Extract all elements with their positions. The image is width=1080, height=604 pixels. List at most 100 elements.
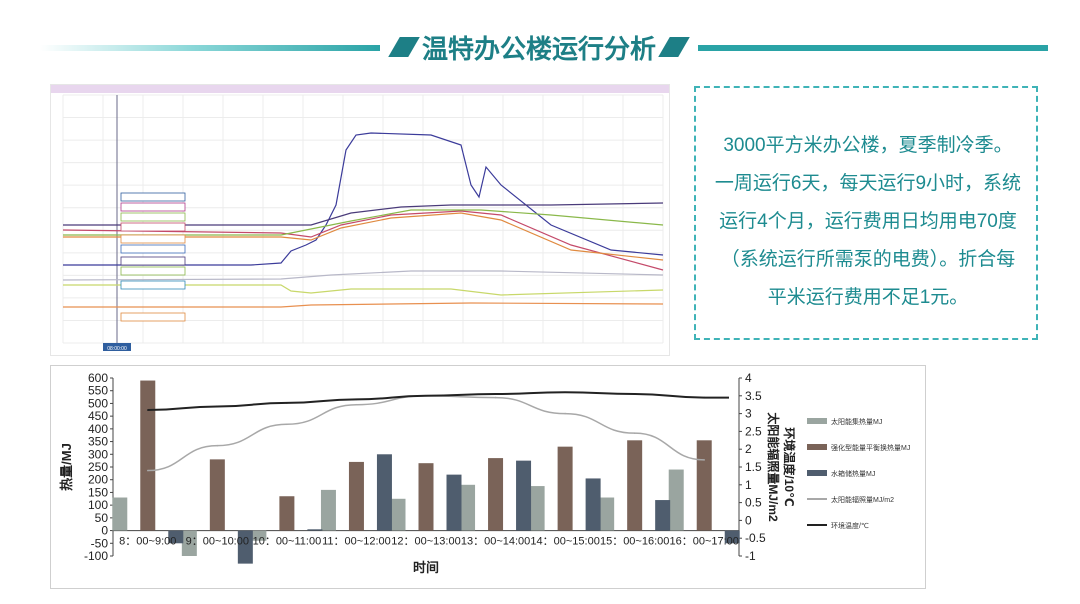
y2-tick-label: 1.5 [745, 460, 762, 474]
line-point [703, 396, 706, 399]
description-line-1: 3000平方米办公楼，夏季制冷季。 [723, 135, 1013, 156]
bar-1-15：00~16:00 [599, 497, 615, 531]
bar-3-14：00~15:00 [585, 478, 601, 531]
y-tick-label: 200 [88, 473, 108, 487]
legend-label-2: 强化型能量平衡换热量MJ [831, 443, 910, 452]
legend-swatch-3 [807, 470, 827, 476]
bar-1-10：00~11:00 [251, 530, 267, 541]
bar-3-10：00~11:00 [307, 529, 323, 531]
line-point [216, 405, 219, 408]
monitor-tag-7 [120, 256, 186, 266]
x-axis-title: 时间 [413, 560, 439, 575]
line-point [564, 391, 566, 394]
bar-2-9：00~10:00 [209, 459, 225, 531]
bar-1-9：00~10:00 [181, 530, 197, 556]
y2-tick-label: 4 [745, 371, 752, 385]
y2-tick-label: 0.5 [745, 496, 762, 510]
line-point [355, 398, 358, 401]
monitoring-trend-plot: 08:00:00 [51, 85, 669, 352]
monitor-tag-10 [120, 312, 186, 322]
y-tick-label: 50 [95, 511, 109, 525]
line-point [633, 393, 636, 395]
bar-2-15：00~16:00 [627, 440, 643, 531]
bar-2-11：00~12:00 [348, 461, 364, 531]
description-line-4: （系统运行所需泵的电费）。折合每 [720, 249, 1016, 270]
monitor-tag-1 [120, 192, 186, 202]
bar-2-8：00~9:00 [140, 380, 156, 531]
y-tick-label: 250 [88, 460, 108, 474]
line-point [564, 412, 566, 415]
y2-tick-label: 1 [745, 478, 752, 492]
bar-3-12：00~13:00 [446, 474, 462, 531]
y-tick-label: -100 [84, 549, 108, 563]
x-tick-label: 13：00~14:00 [461, 536, 530, 548]
y-axis-title: 热量/MJ [59, 443, 74, 491]
monitor-tag-3 [120, 212, 186, 222]
monitoring-screenshot: 08:00:00 [50, 84, 670, 356]
line-series-2 [147, 391, 729, 412]
x-tick-label: 14：00~15:00 [530, 536, 599, 548]
monitor-top-strip [51, 85, 669, 93]
bar-3-8：00~9:00 [168, 530, 184, 544]
bar-3-13：00~14:00 [516, 460, 532, 531]
y2-tick-label: -1 [745, 549, 756, 563]
line-point [216, 444, 219, 447]
monitor-tag-5 [120, 234, 186, 244]
bar-2-16：00~17:00 [696, 440, 712, 531]
y-tick-label: 350 [88, 435, 108, 449]
x-tick-label: 10：00~11:00 [253, 536, 322, 548]
y2-axis-title-line: 环境温度/10℃ [782, 427, 797, 506]
heat-chart-panel: -100 -50 0 50 100 150 200 250 300 350 400 450 500 550… [50, 365, 926, 589]
y2-tick-label: 3 [745, 407, 752, 421]
y2-axis-title-line: 太阳能辐照量MJ/m2 [766, 412, 781, 522]
description-line-5: 平米运行费用不足1元。 [767, 287, 969, 308]
monitor-tag-9 [120, 280, 186, 290]
x-tick-label: 11：00~12:00 [322, 536, 391, 548]
bar-2-10：00~11:00 [279, 496, 295, 531]
legend-label-1: 太阳能集热量MJ [831, 417, 882, 426]
y-tick-label: 450 [88, 409, 108, 423]
y-tick-label: -50 [91, 536, 109, 550]
y2-tick-label: 0 [745, 513, 752, 527]
y2-tick-label: 3.5 [745, 389, 762, 403]
title-rule-left [40, 45, 380, 51]
monitor-trend-4 [63, 212, 664, 261]
monitor-tag-4 [120, 222, 186, 232]
legend-label-5: 环境温度/℃ [831, 521, 869, 530]
monitor-trend-7 [63, 284, 664, 296]
legend-label-3: 水箱储热量MJ [831, 469, 875, 478]
page-title: 温特办公楼运行分析 [421, 33, 656, 64]
bar-1-14：00~15:00 [529, 486, 545, 531]
line-point [703, 459, 706, 461]
y2-tick-label: 2 [745, 442, 752, 456]
line-point [286, 423, 288, 426]
description-line-3: 运行4个月，运行费用日均用电70度 [719, 211, 1017, 232]
x-tick-label: 12：00~13:00 [391, 536, 460, 548]
y2-tick-label: -0.5 [745, 531, 766, 545]
bar-3-11：00~12:00 [376, 454, 392, 531]
line-point [494, 396, 497, 399]
monitor-tag-6 [120, 244, 186, 254]
y-tick-label: 300 [88, 447, 108, 461]
y-tick-label: 550 [88, 384, 108, 398]
page-title-box: 温特办公楼运行分析 [383, 28, 695, 66]
y-tick-label: 400 [88, 422, 108, 436]
monitor-cursor-marker [103, 343, 131, 351]
monitor-tag-8 [120, 266, 186, 276]
legend-swatch-1 [807, 418, 827, 424]
bar-1-16：00~17:00 [668, 469, 684, 531]
line-point [146, 469, 149, 472]
legend-swatch-2 [807, 444, 827, 450]
y-tick-label: 100 [88, 498, 108, 512]
monitor-cursor-time: 08:00:00 [107, 346, 127, 352]
bar-2-14：00~15:00 [557, 446, 573, 531]
line-point [355, 403, 358, 406]
monitor-trend-5 [63, 209, 664, 236]
bar-2-13：00~14:00 [488, 458, 504, 531]
line-point [494, 393, 497, 395]
monitor-trend-2 [63, 202, 664, 226]
title-banner: 温特办公楼运行分析 [0, 0, 1080, 90]
monitor-trend-1 [63, 132, 664, 266]
bar-2-12：00~13:00 [418, 463, 434, 531]
bar-1-12：00~13:00 [390, 498, 406, 531]
